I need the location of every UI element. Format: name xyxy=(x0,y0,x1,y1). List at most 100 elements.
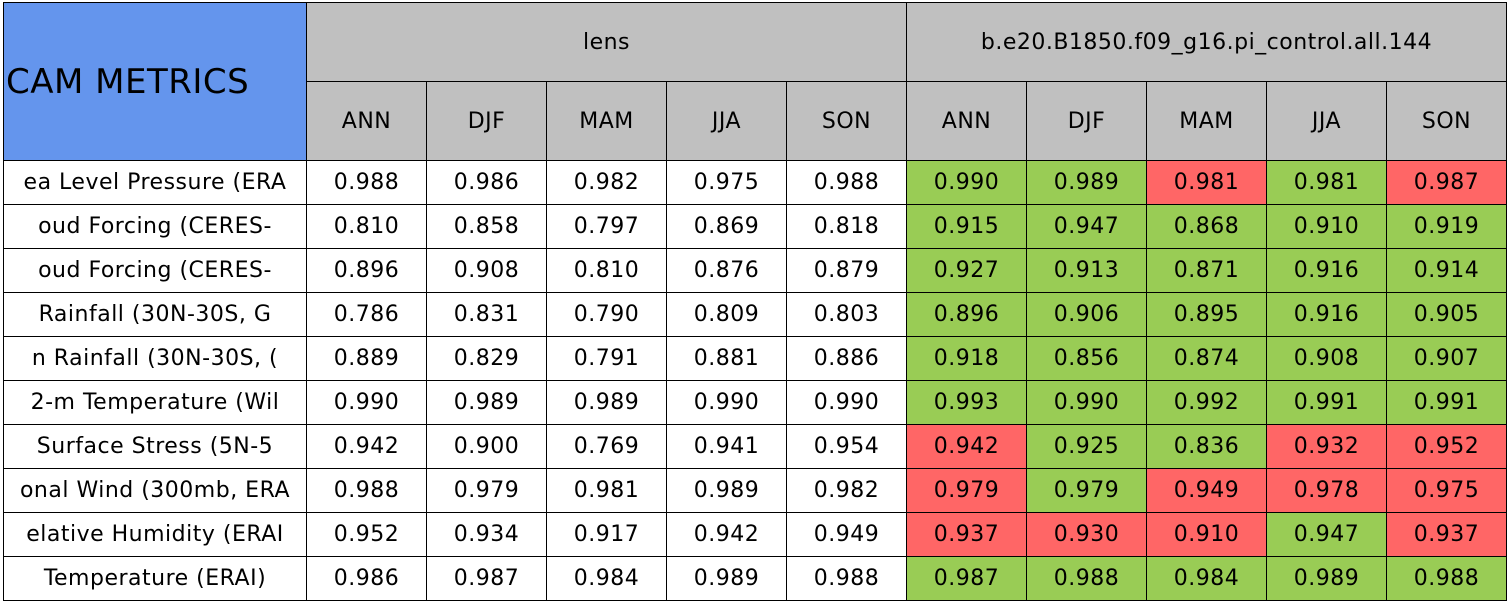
value-cell: 0.991 xyxy=(1386,380,1507,425)
column-header: JJA xyxy=(666,81,787,161)
value-cell: 0.988 xyxy=(1386,556,1507,601)
value-cell: 0.975 xyxy=(1386,468,1507,513)
value-cell: 0.829 xyxy=(426,336,547,381)
value-cell: 0.790 xyxy=(546,292,667,337)
value-cell: 0.986 xyxy=(426,160,547,205)
value-cell: 0.991 xyxy=(1266,380,1387,425)
value-cell: 0.981 xyxy=(1146,160,1267,205)
value-cell: 0.981 xyxy=(546,468,667,513)
value-cell: 0.989 xyxy=(426,380,547,425)
value-cell: 0.803 xyxy=(786,292,907,337)
row-label: oud Forcing (CERES- xyxy=(3,204,307,249)
value-cell: 0.986 xyxy=(306,556,427,601)
value-cell: 0.919 xyxy=(1386,204,1507,249)
value-cell: 0.934 xyxy=(426,512,547,557)
value-cell: 0.952 xyxy=(1386,424,1507,469)
value-cell: 0.984 xyxy=(1146,556,1267,601)
column-header: ANN xyxy=(906,81,1027,161)
value-cell: 0.942 xyxy=(666,512,787,557)
value-cell: 0.876 xyxy=(666,248,787,293)
value-cell: 0.984 xyxy=(546,556,667,601)
value-cell: 0.905 xyxy=(1386,292,1507,337)
value-cell: 0.987 xyxy=(426,556,547,601)
value-cell: 0.937 xyxy=(1386,512,1507,557)
value-cell: 0.879 xyxy=(786,248,907,293)
group-header: b.e20.B1850.f09_g16.pi_control.all.144 xyxy=(906,2,1507,82)
column-header: SON xyxy=(1386,81,1507,161)
value-cell: 0.993 xyxy=(906,380,1027,425)
value-cell: 0.982 xyxy=(786,468,907,513)
row-label: Temperature (ERAI) xyxy=(3,556,307,601)
value-cell: 0.908 xyxy=(426,248,547,293)
value-cell: 0.810 xyxy=(306,204,427,249)
value-cell: 0.797 xyxy=(546,204,667,249)
row-label: elative Humidity (ERAI xyxy=(3,512,307,557)
value-cell: 0.856 xyxy=(1026,336,1147,381)
value-cell: 0.871 xyxy=(1146,248,1267,293)
row-label: Surface Stress (5N-5 xyxy=(3,424,307,469)
value-cell: 0.990 xyxy=(1026,380,1147,425)
value-cell: 0.988 xyxy=(786,160,907,205)
value-cell: 0.910 xyxy=(1146,512,1267,557)
value-cell: 0.947 xyxy=(1266,512,1387,557)
value-cell: 0.917 xyxy=(546,512,667,557)
value-cell: 0.990 xyxy=(306,380,427,425)
column-header: JJA xyxy=(1266,81,1387,161)
value-cell: 0.896 xyxy=(306,248,427,293)
value-cell: 0.989 xyxy=(1026,160,1147,205)
group-header: lens xyxy=(306,2,907,82)
value-cell: 0.942 xyxy=(906,424,1027,469)
value-cell: 0.915 xyxy=(906,204,1027,249)
column-header: MAM xyxy=(546,81,667,161)
value-cell: 0.858 xyxy=(426,204,547,249)
value-cell: 0.987 xyxy=(1386,160,1507,205)
value-cell: 0.990 xyxy=(786,380,907,425)
value-cell: 0.927 xyxy=(906,248,1027,293)
value-cell: 0.886 xyxy=(786,336,907,381)
value-cell: 0.895 xyxy=(1146,292,1267,337)
value-cell: 0.992 xyxy=(1146,380,1267,425)
value-cell: 0.818 xyxy=(786,204,907,249)
value-cell: 0.810 xyxy=(546,248,667,293)
value-cell: 0.989 xyxy=(666,556,787,601)
value-cell: 0.908 xyxy=(1266,336,1387,381)
value-cell: 0.947 xyxy=(1026,204,1147,249)
value-cell: 0.914 xyxy=(1386,248,1507,293)
row-label: n Rainfall (30N-30S, ( xyxy=(3,336,307,381)
value-cell: 0.896 xyxy=(906,292,1027,337)
value-cell: 0.869 xyxy=(666,204,787,249)
value-cell: 0.836 xyxy=(1146,424,1267,469)
row-label: 2-m Temperature (Wil xyxy=(3,380,307,425)
value-cell: 0.881 xyxy=(666,336,787,381)
row-label: Rainfall (30N-30S, G xyxy=(3,292,307,337)
column-header: MAM xyxy=(1146,81,1267,161)
column-header: ANN xyxy=(306,81,427,161)
value-cell: 0.925 xyxy=(1026,424,1147,469)
value-cell: 0.941 xyxy=(666,424,787,469)
value-cell: 0.949 xyxy=(786,512,907,557)
value-cell: 0.918 xyxy=(906,336,1027,381)
value-cell: 0.978 xyxy=(1266,468,1387,513)
value-cell: 0.989 xyxy=(666,468,787,513)
row-label: onal Wind (300mb, ERA xyxy=(3,468,307,513)
value-cell: 0.990 xyxy=(906,160,1027,205)
column-header: DJF xyxy=(426,81,547,161)
value-cell: 0.979 xyxy=(1026,468,1147,513)
value-cell: 0.913 xyxy=(1026,248,1147,293)
value-cell: 0.831 xyxy=(426,292,547,337)
value-cell: 0.981 xyxy=(1266,160,1387,205)
column-header: SON xyxy=(786,81,907,161)
value-cell: 0.910 xyxy=(1266,204,1387,249)
value-cell: 0.975 xyxy=(666,160,787,205)
value-cell: 0.987 xyxy=(906,556,1027,601)
value-cell: 0.932 xyxy=(1266,424,1387,469)
value-cell: 0.988 xyxy=(306,468,427,513)
value-cell: 0.952 xyxy=(306,512,427,557)
value-cell: 0.982 xyxy=(546,160,667,205)
value-cell: 0.786 xyxy=(306,292,427,337)
value-cell: 0.949 xyxy=(1146,468,1267,513)
value-cell: 0.769 xyxy=(546,424,667,469)
value-cell: 0.979 xyxy=(426,468,547,513)
value-cell: 0.791 xyxy=(546,336,667,381)
